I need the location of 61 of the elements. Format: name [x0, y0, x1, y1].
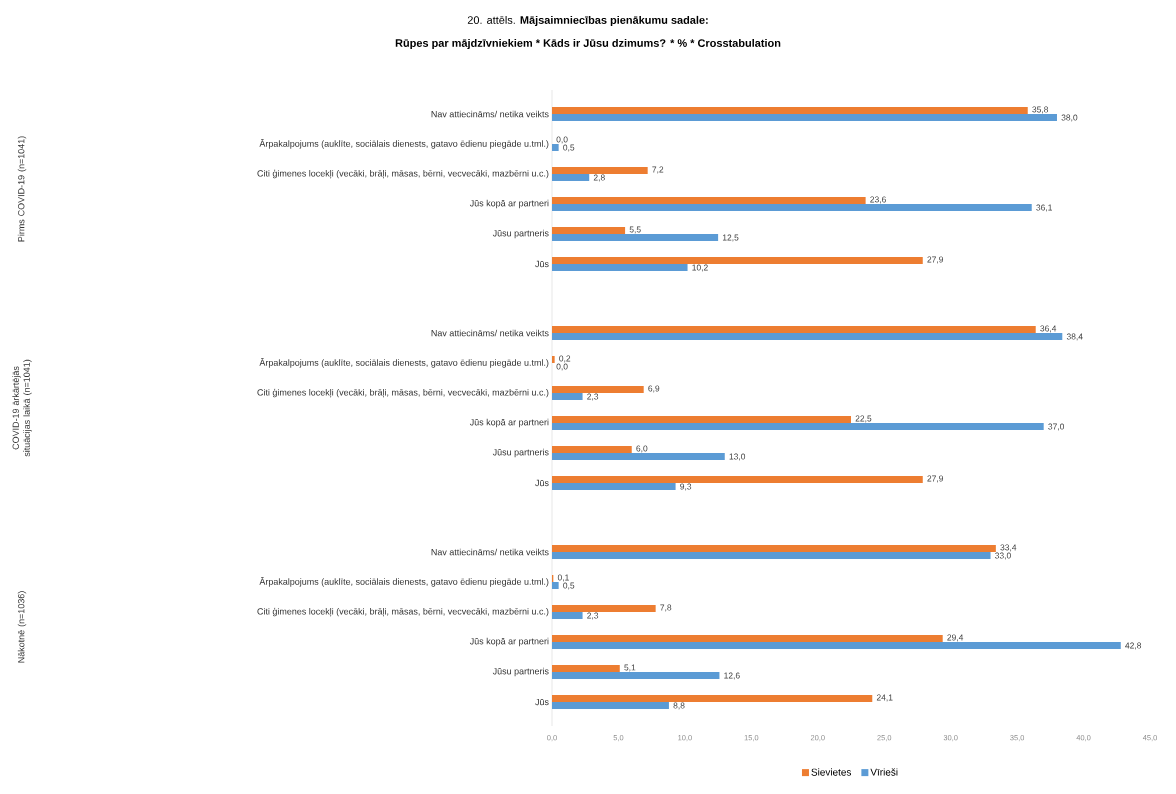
data-label: 0,0: [556, 363, 568, 371]
y-tick-label: Jūsu partneris: [492, 448, 549, 458]
data-label: 6,9: [648, 385, 660, 393]
y-tick-label: Jūsu partneris: [492, 667, 549, 677]
data-label: 8,8: [673, 702, 685, 710]
data-label: 36,1: [1036, 204, 1052, 212]
data-label: 35,8: [1032, 106, 1049, 114]
data-label: 0,5: [563, 144, 575, 152]
data-label: 29,4: [947, 634, 964, 642]
legend-label: Sievietes: [811, 768, 852, 776]
data-label: 13,0: [729, 453, 746, 461]
legend-label: Vīrieši: [870, 768, 898, 776]
y-tick-label: Ārpakalpojums (auklīte, sociālais dienests, gatavo ēdienu piegāde u.tml.): [259, 139, 549, 149]
data-label: 12,5: [722, 234, 739, 242]
y-tick-label: Jūs: [535, 260, 549, 268]
data-label: 38,4: [1066, 333, 1083, 341]
text: COVID-19 ārkārtējās situācijas laikā (n=1041): [12, 359, 32, 457]
y-tick-label: Jūs kopā ar partneri: [469, 199, 549, 209]
text: Pirms COVID-19 (n=1041): [17, 136, 27, 242]
data-label: 42,8: [1125, 642, 1142, 650]
data-label: 24,1: [876, 694, 893, 702]
data-label: 10,2: [692, 264, 708, 272]
data-label: 23,6: [870, 196, 886, 204]
y-tick-label: Ārpakalpojums (auklīte, sociālais dienests, gatavo ēdienu piegāde u.tml.): [259, 358, 549, 368]
data-label: 0,2: [559, 355, 571, 363]
data-label: 0,1: [557, 574, 569, 582]
data-label: 5,1: [624, 664, 636, 672]
chart-title: 20. attēls. Mājsaimniecības pienākumu sadale:: [467, 15, 708, 27]
text: Nākotnē (n=1036): [17, 591, 27, 663]
y-tick-label: Citi ģimenes locekļi (vecāki, brāļi, māsas, bērni, vecvecāki, mazbērni u.c.): [257, 169, 549, 179]
data-label: 27,9: [927, 256, 944, 264]
data-label: 6,0: [636, 445, 648, 453]
y-tick-label: Jūs kopā ar partneri: [469, 637, 549, 647]
data-label: 5,5: [629, 226, 641, 234]
data-label: 36,4: [1040, 325, 1057, 333]
y-tick-label: Citi ģimenes locekļi (vecāki, brāļi, māsas, bērni, vecvecāki, mazbērni u.c.): [257, 388, 549, 398]
data-label: 0,0: [556, 136, 568, 144]
y-tick-label: Nav attiecināms/ netika veikts: [431, 110, 549, 118]
y-tick-label: Jūs kopā ar partneri: [469, 418, 549, 428]
data-label: 33,0: [995, 552, 1011, 560]
data-label: 33,4: [1000, 544, 1017, 552]
y-tick-label: Nav attiecināms/ netika veikts: [431, 548, 549, 556]
data-label: 22,5: [855, 415, 872, 423]
data-label: 7,8: [660, 604, 672, 612]
y-tick-label: Jūsu partneris: [492, 229, 549, 239]
data-label: 0,5: [563, 582, 575, 590]
y-tick-label: Jūs: [535, 698, 549, 706]
y-tick-label: Nav attiecināms/ netika veikts: [431, 329, 549, 337]
chart-subtitle: Rūpes par mājdzīvniekiem * Kāds ir Jūsu dzimums? * % * Crosstabulation: [395, 38, 781, 50]
data-label: 12,6: [724, 672, 740, 680]
data-label: 27,9: [927, 475, 944, 483]
y-tick-label: Citi ģimenes locekļi (vecāki, brāļi, māsas, bērni, vecvecāki, mazbērni u.c.): [257, 607, 549, 617]
data-label: 2,3: [587, 393, 599, 401]
data-label: 38,0: [1061, 114, 1078, 122]
data-label: 2,8: [593, 174, 605, 182]
data-label: 7,2: [652, 166, 664, 174]
data-label: 9,3: [680, 483, 692, 491]
y-tick-label: Ārpakalpojums (auklīte, sociālais dienests, gatavo ēdienu piegāde u.tml.): [259, 577, 549, 587]
data-label: 37,0: [1048, 423, 1065, 431]
data-label: 2,3: [587, 612, 599, 620]
y-tick-label: Jūs: [535, 479, 549, 487]
